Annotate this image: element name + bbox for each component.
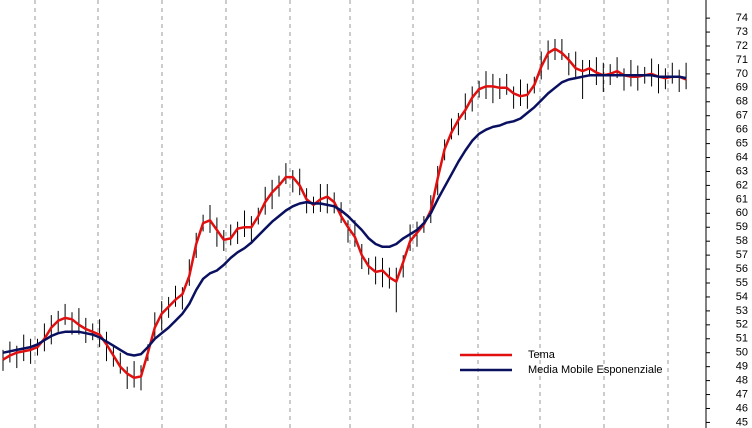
y-tick-label: 68 — [736, 96, 748, 108]
y-tick-label: 60 — [736, 207, 748, 219]
legend-label: Tema — [528, 349, 556, 361]
y-tick-label: 63 — [736, 165, 748, 177]
y-tick-label: 72 — [736, 40, 748, 52]
y-tick-label: 74 — [736, 12, 748, 24]
y-tick-label: 65 — [736, 138, 748, 150]
y-tick-label: 67 — [736, 110, 748, 122]
series-line — [2, 47, 687, 380]
y-tick-label: 48 — [736, 375, 748, 387]
y-tick-label: 54 — [736, 291, 748, 303]
y-tick-label: 55 — [736, 277, 748, 289]
y-tick-label: 57 — [736, 249, 748, 261]
y-tick-label: 56 — [736, 263, 748, 275]
y-tick-label: 58 — [736, 235, 748, 247]
y-tick-label: 49 — [736, 361, 748, 373]
y-tick-label: 45 — [736, 416, 748, 428]
y-tick-label: 62 — [736, 179, 748, 191]
y-tick-label: 64 — [736, 151, 748, 163]
y-tick-label: 73 — [736, 26, 748, 38]
y-tick-label: 71 — [736, 54, 748, 66]
y-tick-label: 59 — [736, 221, 748, 233]
y-tick-label: 46 — [736, 402, 748, 414]
y-tick-label: 53 — [736, 305, 748, 317]
y-tick-label: 51 — [736, 333, 748, 345]
y-tick-label: 52 — [736, 319, 748, 331]
legend-label: Media Mobile Esponenziale — [528, 364, 663, 376]
y-tick-label: 69 — [736, 82, 748, 94]
y-tick-label: 47 — [736, 388, 748, 400]
y-tick-label: 61 — [736, 193, 748, 205]
series-line — [2, 74, 687, 357]
y-tick-label: 50 — [736, 347, 748, 359]
y-tick-label: 70 — [736, 68, 748, 80]
y-tick-label: 66 — [736, 124, 748, 136]
